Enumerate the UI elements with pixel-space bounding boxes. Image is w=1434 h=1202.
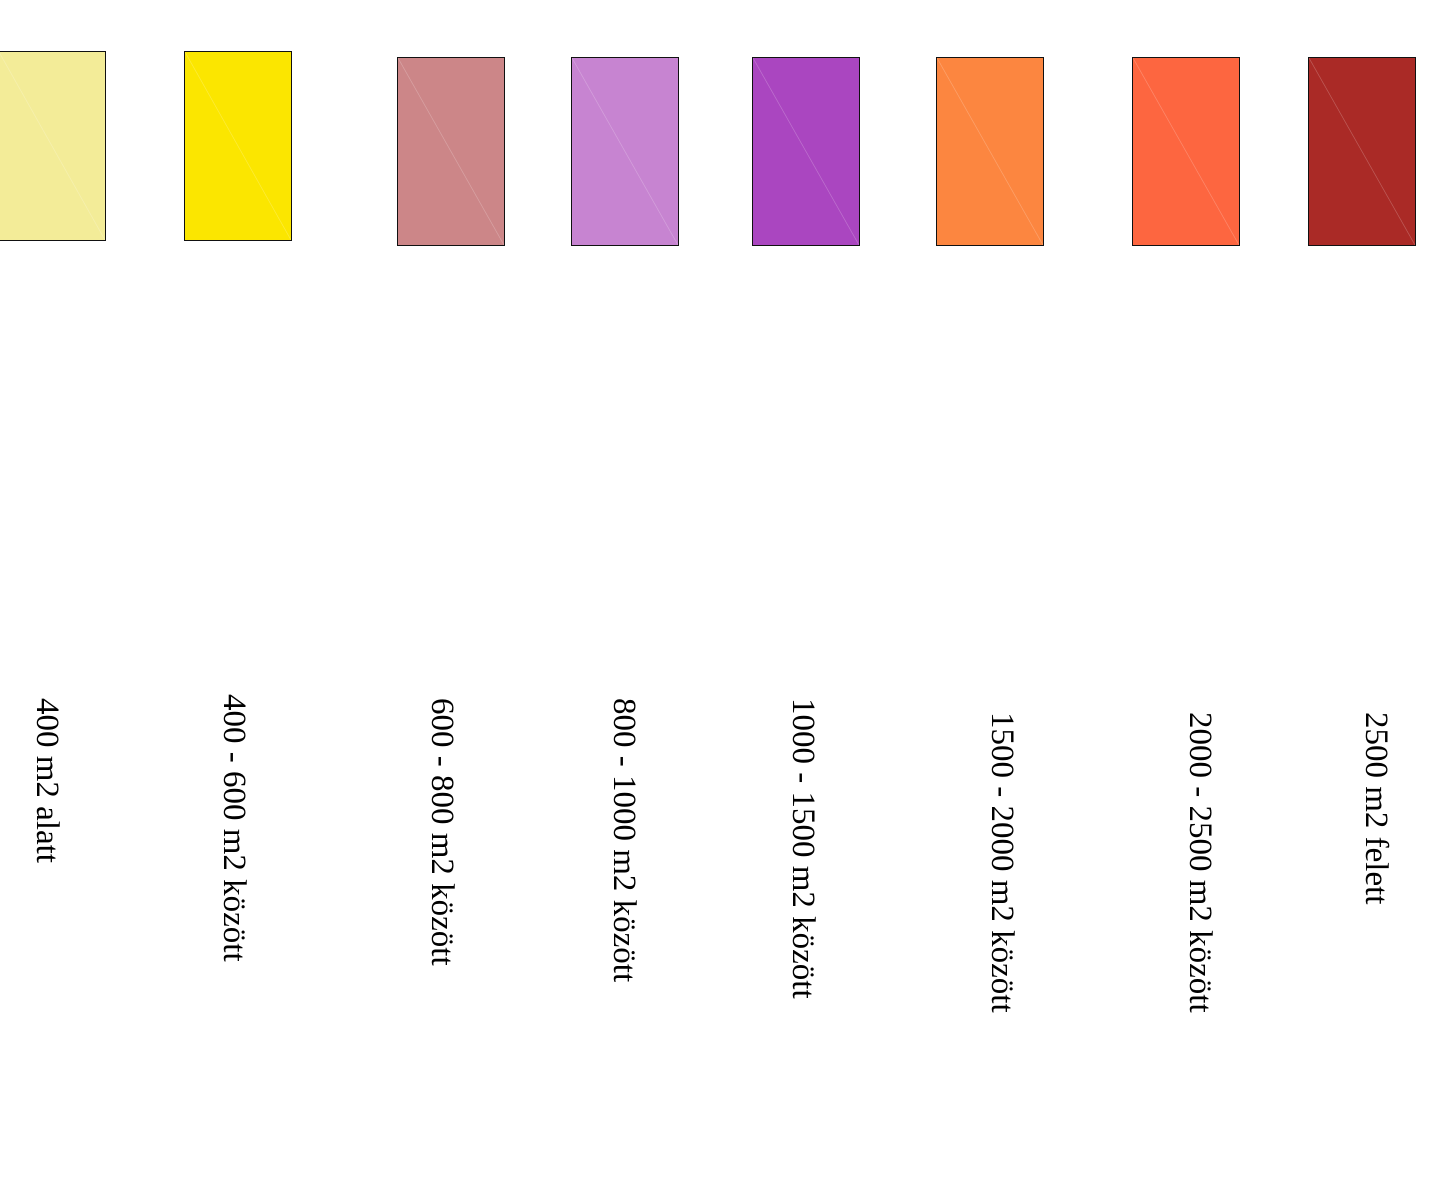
legend-swatch-800-1000 <box>571 57 679 246</box>
legend-swatch-under-400 <box>0 51 106 241</box>
legend-label-1000-1500: 1000 - 1500 m2 között <box>785 698 821 999</box>
legend-label-under-400: 400 m2 alatt <box>29 698 65 863</box>
legend-label-600-800: 600 - 800 m2 között <box>424 698 460 966</box>
legend-label-over-2500: 2500 m2 felett <box>1358 712 1394 905</box>
legend-swatch-600-800 <box>397 57 505 246</box>
legend-label-1500-2000: 1500 - 2000 m2 között <box>984 712 1020 1013</box>
legend-label-2000-2500: 2000 - 2500 m2 között <box>1182 712 1218 1013</box>
legend-swatch-1000-1500 <box>752 57 860 246</box>
legend-swatch-400-600 <box>184 51 292 241</box>
legend-label-400-600: 400 - 600 m2 között <box>216 694 252 962</box>
legend-swatch-2000-2500 <box>1132 57 1240 246</box>
legend-label-800-1000: 800 - 1000 m2 között <box>606 698 642 983</box>
legend-swatch-over-2500 <box>1308 57 1416 246</box>
legend-swatch-1500-2000 <box>936 57 1044 246</box>
